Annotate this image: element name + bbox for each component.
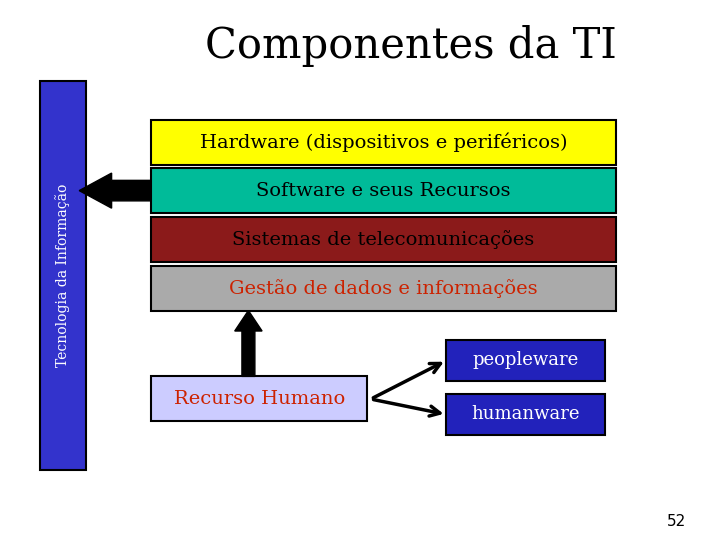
Text: Tecnologia da Informação: Tecnologia da Informação [55, 184, 71, 367]
Text: Gestão de dados e informações: Gestão de dados e informações [229, 279, 538, 298]
Text: Software e seus Recursos: Software e seus Recursos [256, 182, 510, 200]
FancyBboxPatch shape [151, 376, 367, 421]
Text: humanware: humanware [472, 406, 580, 423]
Text: Componentes da TI: Componentes da TI [204, 25, 616, 67]
FancyArrow shape [79, 173, 151, 208]
Text: 52: 52 [667, 514, 686, 529]
FancyBboxPatch shape [151, 168, 616, 213]
Text: peopleware: peopleware [472, 352, 579, 369]
FancyBboxPatch shape [446, 394, 605, 435]
FancyBboxPatch shape [446, 340, 605, 381]
Text: Sistemas de telecomunicações: Sistemas de telecomunicações [233, 230, 534, 249]
Text: Recurso Humano: Recurso Humano [174, 390, 345, 408]
FancyBboxPatch shape [151, 217, 616, 262]
FancyBboxPatch shape [151, 120, 616, 165]
FancyBboxPatch shape [151, 266, 616, 310]
Text: Hardware (dispositivos e periféricos): Hardware (dispositivos e periféricos) [199, 132, 567, 152]
FancyBboxPatch shape [40, 81, 86, 470]
FancyArrow shape [235, 310, 262, 376]
